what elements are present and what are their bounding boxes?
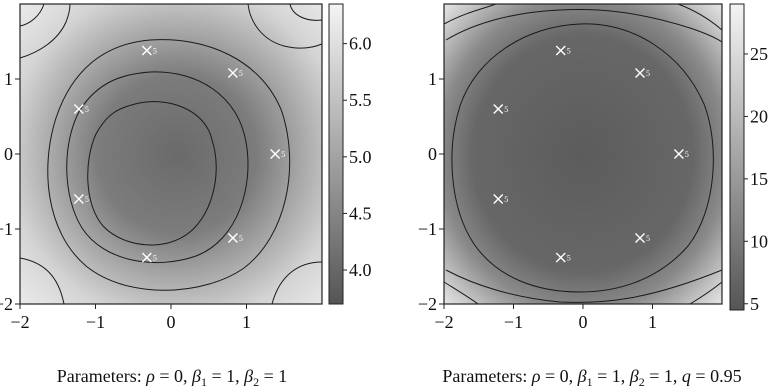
colorbar-tick-label: 15 — [750, 169, 768, 189]
marker-x — [227, 233, 238, 243]
marker-label: 5 — [239, 69, 243, 78]
x-tick-label: −2 — [434, 312, 453, 332]
colorbar-tick-label: 20 — [750, 106, 768, 126]
marker-x — [493, 104, 504, 114]
marker-x — [73, 104, 84, 114]
y-tick-label: −2 — [418, 294, 437, 314]
contour-6-tl — [19, 3, 45, 27]
contour-6-tr — [289, 3, 323, 21]
colorbar-ticks-right: 5 10 15 20 25 — [744, 44, 768, 314]
contour-20-bl — [443, 281, 479, 305]
marker-label: 5 — [85, 195, 89, 204]
y-tick-label: −2 — [0, 294, 13, 314]
contour-5-5-bl — [19, 257, 65, 305]
marker-label: 5 — [646, 69, 650, 78]
x-tick-label: −1 — [86, 312, 105, 332]
y-tick-label: 0 — [4, 144, 13, 164]
marker-label: 5 — [85, 105, 89, 114]
contour-20-tl — [443, 3, 497, 25]
x-tick-label: 1 — [242, 312, 251, 332]
contour-5-a — [47, 39, 291, 291]
colorbar-tick-label: 5.5 — [349, 90, 372, 110]
marker-x — [673, 149, 684, 159]
y-tick-label: −1 — [0, 219, 13, 239]
contour-5-5-tl — [19, 3, 71, 59]
colorbar-tick-label: 25 — [750, 44, 768, 64]
x-axis-right: −2 −1 0 1 — [434, 304, 657, 332]
y-axis-right: −2 −1 0 1 — [418, 69, 444, 314]
heatmap-surface — [20, 4, 322, 304]
marker-label: 5 — [153, 254, 157, 263]
colorbar-tick-label: 6.0 — [349, 34, 372, 54]
marker-x — [634, 233, 645, 243]
colorbar-left — [328, 3, 344, 305]
marker-x — [73, 194, 84, 204]
x-tick-label: −2 — [10, 312, 29, 332]
marker-label: 5 — [685, 150, 689, 159]
marker-label: 5 — [504, 195, 508, 204]
contour-lines — [443, 3, 723, 305]
colorbar-tick-label: 4.5 — [349, 203, 372, 223]
contour-15-top — [445, 9, 723, 43]
marker-layer-left: 5 5 5 5 5 5 5 — [73, 45, 285, 263]
contour-5-5-tr — [247, 3, 323, 49]
x-tick-label: 1 — [648, 312, 657, 332]
contour-4 — [87, 101, 217, 246]
y-tick-label: 1 — [4, 69, 13, 89]
marker-layer-right: 5 5 5 5 5 5 5 — [493, 45, 689, 263]
contour-15-bottom — [445, 269, 723, 303]
colorbar-right — [729, 3, 745, 311]
y-tick-label: 1 — [428, 69, 437, 89]
colorbar-tick-label: 5 — [750, 294, 759, 314]
marker-label: 5 — [153, 47, 157, 56]
x-tick-label: 0 — [579, 312, 588, 332]
marker-label: 5 — [504, 105, 508, 114]
marker-x — [555, 45, 566, 56]
marker-x — [270, 149, 281, 159]
heatmap-panel-left: 5 5 5 5 5 5 5 −2 −1 0 1 −2 −1 0 1 4.0 4.5 5.0 5.5 6.0 Pa… — [0, 3, 372, 389]
y-tick-label: 0 — [428, 144, 437, 164]
marker-x — [493, 194, 504, 204]
contour-10 — [451, 23, 714, 293]
heatmap-panel-right: 5 5 5 5 5 5 5 −2 −1 0 1 −2 −1 0 1 5 10 15 20 25 Paramete… — [418, 3, 768, 389]
contour-5-5-br — [271, 261, 323, 305]
contour-20-br — [689, 281, 723, 305]
heatmap-surface — [444, 4, 722, 304]
colorbar-tick-label: 4.0 — [349, 260, 372, 280]
caption-right: Parameters: ρ = 0, β1 = 1, β2 = 1, q = 0… — [442, 366, 741, 389]
colorbar-tick-label: 5.0 — [349, 147, 372, 167]
contour-20-tr — [677, 3, 723, 31]
y-axis-left: −2 −1 0 1 — [0, 69, 20, 314]
colorbar-ticks-left: 4.0 4.5 5.0 5.5 6.0 — [343, 34, 372, 280]
marker-x — [227, 68, 238, 78]
marker-label: 5 — [567, 47, 571, 56]
marker-x — [141, 252, 152, 263]
x-tick-label: −1 — [504, 312, 523, 332]
y-tick-label: −1 — [418, 219, 437, 239]
caption-left: Parameters: ρ = 0, β1 = 1, β2 = 1 — [57, 366, 288, 389]
x-axis-left: −2 −1 0 1 — [10, 304, 251, 332]
marker-label: 5 — [239, 234, 243, 243]
x-tick-label: 0 — [167, 312, 176, 332]
marker-label: 5 — [646, 234, 650, 243]
marker-label: 5 — [567, 254, 571, 263]
marker-x — [141, 45, 152, 56]
marker-x — [634, 68, 645, 78]
colorbar-tick-label: 10 — [750, 231, 768, 251]
marker-label: 5 — [281, 150, 285, 159]
marker-x — [555, 252, 566, 263]
